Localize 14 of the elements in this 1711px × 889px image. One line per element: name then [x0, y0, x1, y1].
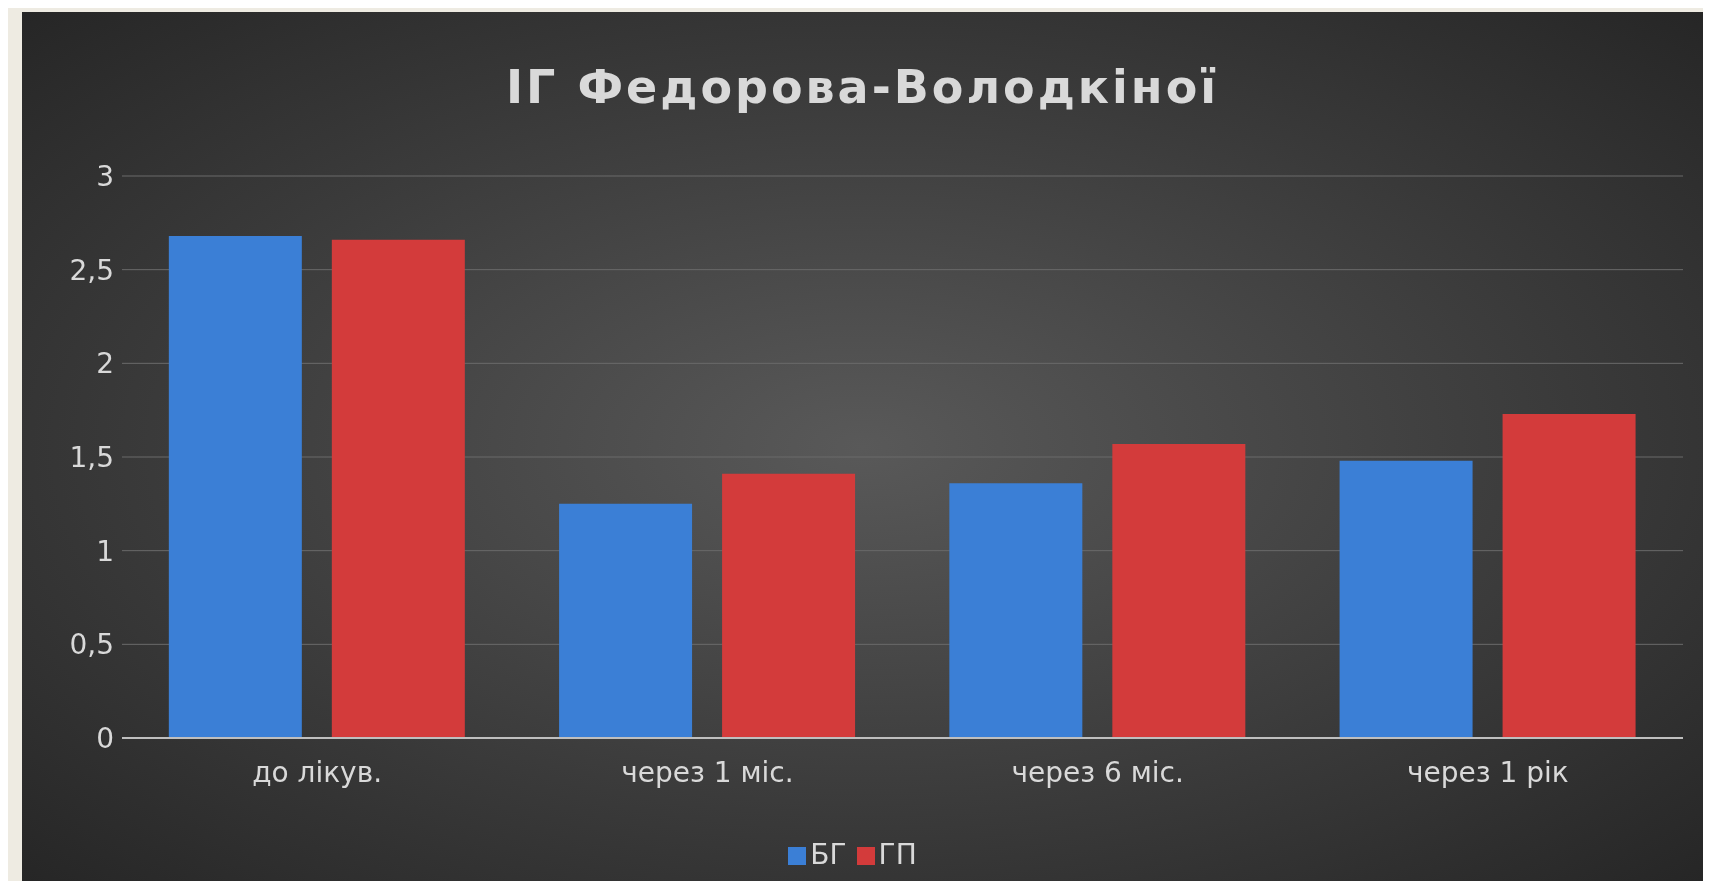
x-tick-label: через 1 міс.	[621, 755, 794, 789]
legend-label: БГ	[810, 838, 847, 871]
y-tick-label: 3	[96, 159, 114, 193]
y-tick-label: 1	[96, 534, 114, 568]
y-tick-label: 2,5	[69, 253, 114, 287]
y-tick-label: 0	[96, 721, 114, 755]
x-tick-label: через 1 рік	[1407, 755, 1569, 789]
y-tick-label: 1,5	[69, 440, 114, 474]
chart-title: ІГ Федорова-Володкіної	[505, 60, 1220, 114]
y-tick-label: 2	[96, 347, 114, 381]
x-tick-label: до лікув.	[252, 755, 383, 789]
y-tick-label: 0,5	[69, 628, 114, 662]
legend-label: ГП	[878, 838, 917, 871]
x-tick-label: через 6 міс.	[1011, 755, 1184, 789]
